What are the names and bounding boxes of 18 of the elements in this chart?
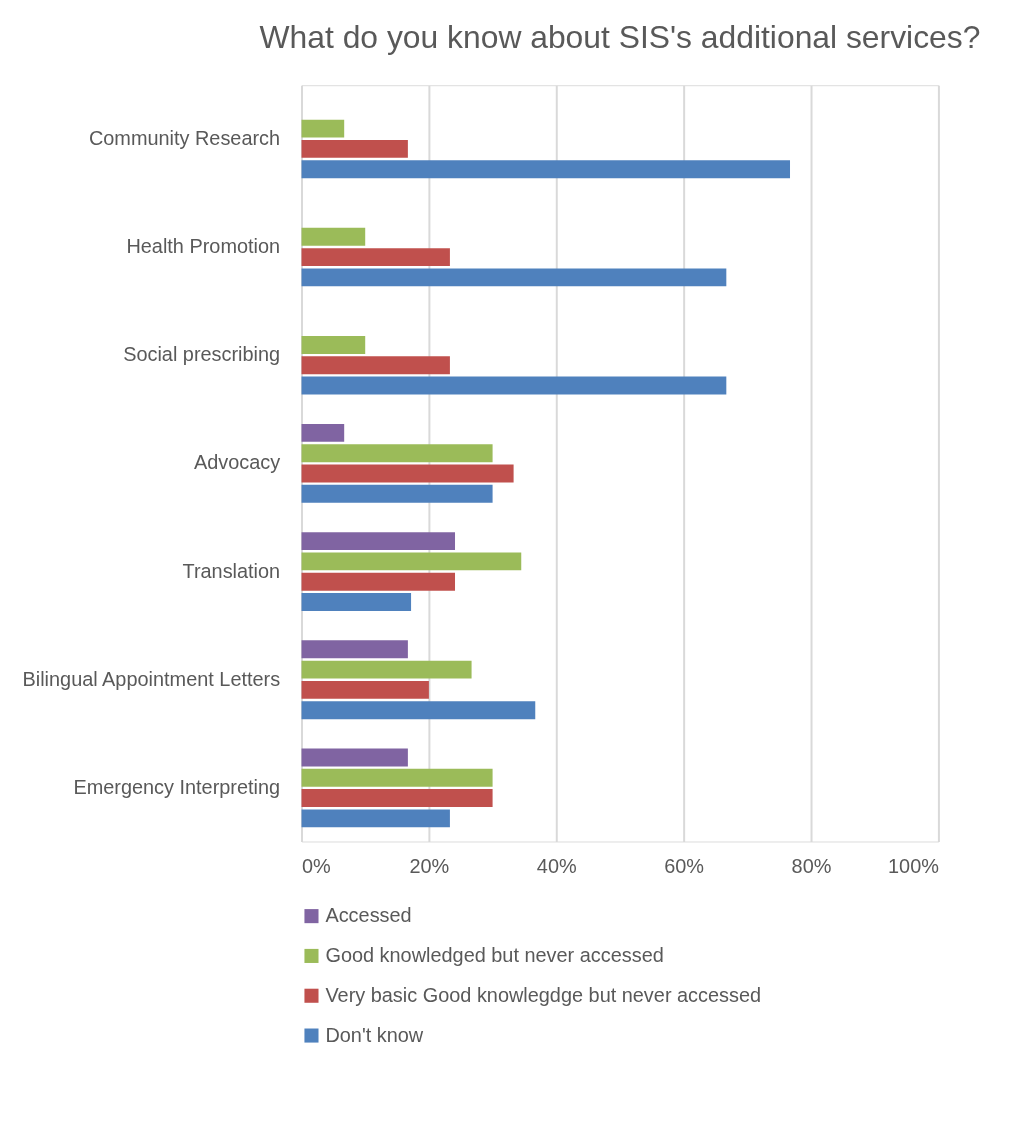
x-tick-label: 0% (302, 854, 331, 877)
y-tick-label: Health Promotion (126, 234, 281, 257)
x-tick-label: 100% (888, 854, 939, 877)
legend-label: Accessed (325, 904, 412, 927)
legend-label: Very basic Good knowlegdge but never accessed (325, 983, 762, 1006)
chart-title: What do you know about SIS's additional services? (259, 19, 981, 56)
x-tick-label: 60% (664, 854, 705, 877)
y-tick-label: Community Research (88, 126, 281, 149)
y-tick-label: Translation (182, 559, 281, 582)
x-tick-label: 80% (791, 854, 832, 877)
x-tick-label: 40% (536, 854, 577, 877)
x-tick-label: 20% (409, 854, 450, 877)
legend-label: Don't know (325, 1023, 424, 1046)
legend-label: Good knowledged but never accessed (325, 943, 664, 966)
y-tick-label: Bilingual Appointment Letters (22, 667, 281, 690)
y-tick-label: Advocacy (193, 451, 281, 474)
y-tick-label: Emergency Interpreting (73, 775, 281, 798)
y-tick-label: Social prescribing (123, 343, 281, 366)
